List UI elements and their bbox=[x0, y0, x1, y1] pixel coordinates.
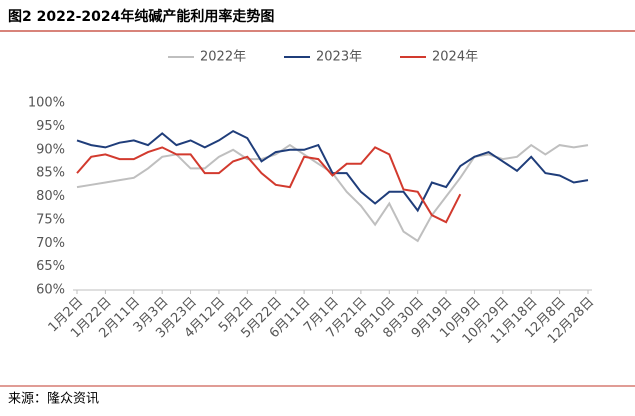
line-series bbox=[76, 129, 589, 213]
y-tick-label: 90% bbox=[36, 142, 65, 157]
y-tick-label: 85% bbox=[36, 166, 65, 181]
y-tick-label: 70% bbox=[36, 236, 65, 251]
line-series bbox=[76, 146, 462, 224]
chart-title: 图2 2022-2024年纯碱产能利用率走势图 bbox=[8, 8, 274, 25]
source: 来源：隆众资讯 bbox=[8, 392, 99, 407]
y-tick-label: 75% bbox=[36, 212, 65, 227]
legend-label: 2023年 bbox=[316, 50, 362, 65]
y-tick-label: 95% bbox=[36, 119, 65, 134]
y-tick-label: 100% bbox=[28, 96, 65, 111]
legend-label: 2022年 bbox=[200, 50, 246, 65]
line-series bbox=[76, 143, 589, 243]
y-tick-label: 65% bbox=[36, 259, 65, 274]
y-tick-label: 80% bbox=[36, 189, 65, 204]
legend-label: 2024年 bbox=[432, 50, 478, 65]
y-tick-label: 60% bbox=[36, 283, 65, 298]
